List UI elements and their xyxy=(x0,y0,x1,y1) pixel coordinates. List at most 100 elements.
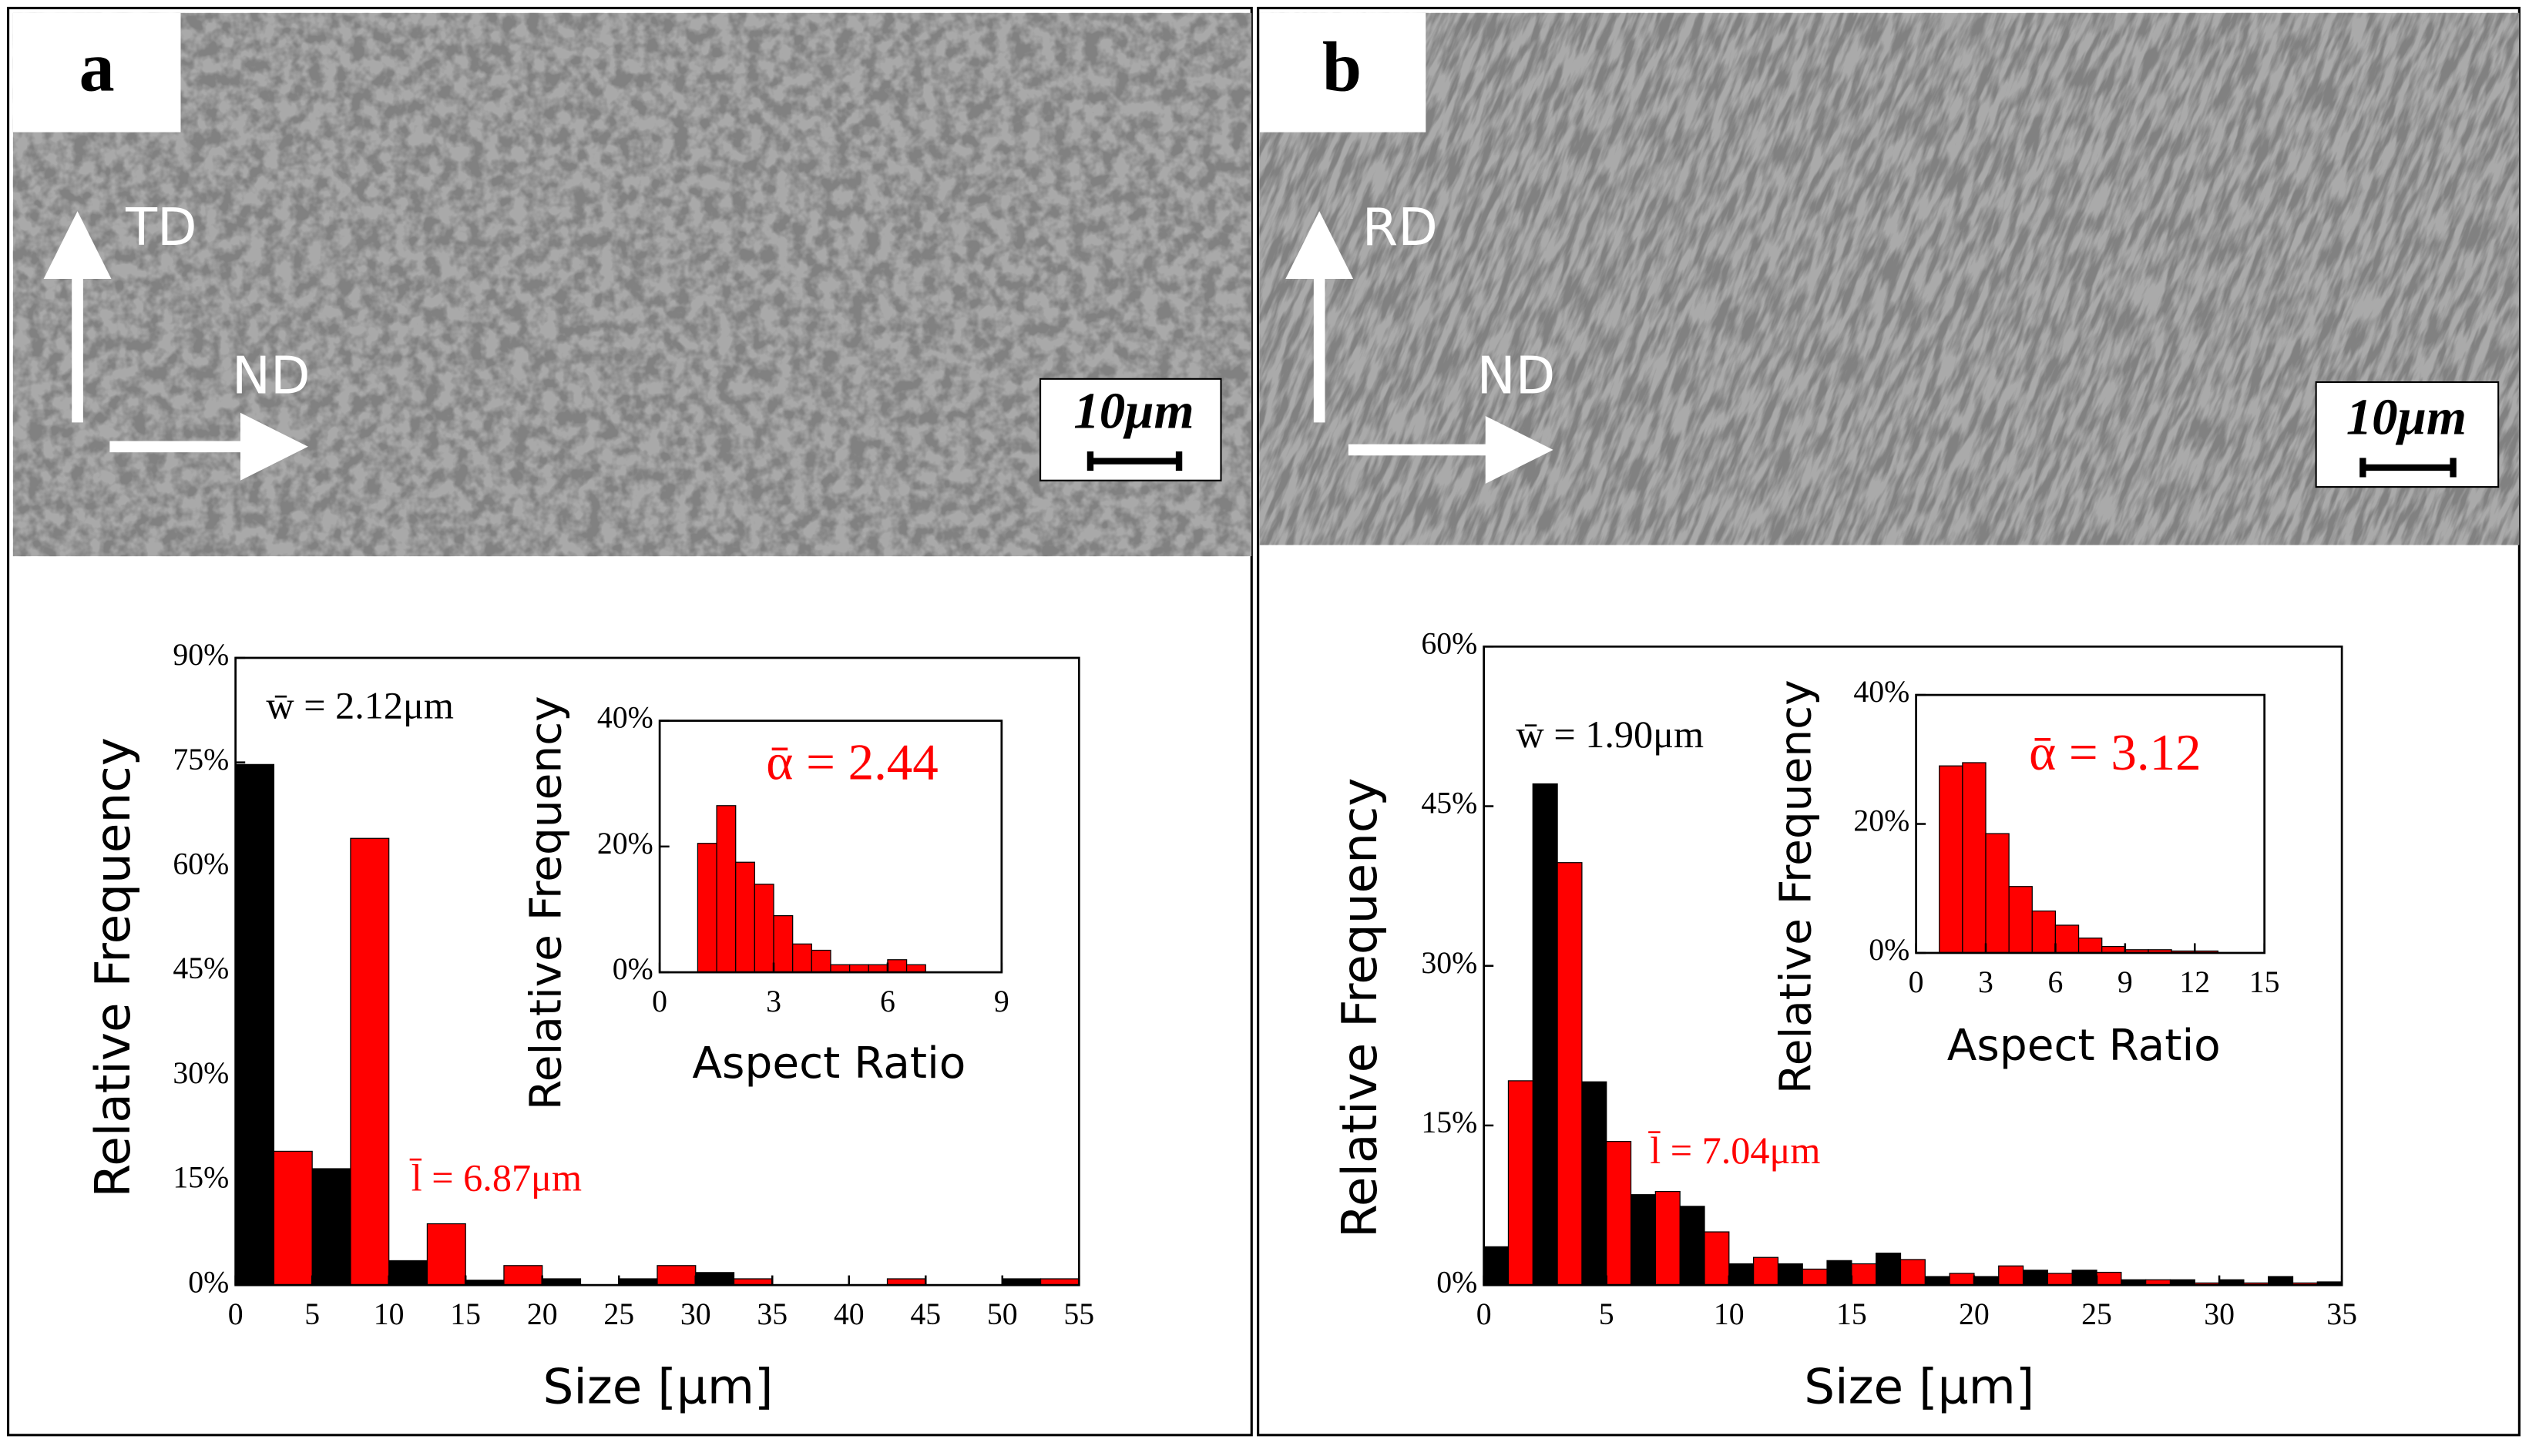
annotation: w̄ = 2.12μm xyxy=(266,683,454,726)
bar xyxy=(1557,862,1583,1286)
bar xyxy=(1876,1253,1902,1286)
y-tick-label: 0% xyxy=(613,952,653,986)
y-tick-label: 0% xyxy=(188,1265,229,1299)
x-tick-label: 3 xyxy=(1978,965,1993,999)
bar xyxy=(773,915,794,973)
bar xyxy=(830,964,851,973)
y-tick-label: 90% xyxy=(173,638,229,672)
bar xyxy=(2145,1279,2171,1286)
x-tick-label: 25 xyxy=(603,1297,634,1331)
micrograph xyxy=(1259,12,2520,545)
x-tick-label: 0 xyxy=(652,985,667,1018)
x-tick-label: 0 xyxy=(228,1297,243,1331)
bar xyxy=(1507,1080,1533,1286)
x-tick-label: 20 xyxy=(527,1297,558,1331)
x-tick-label: 9 xyxy=(2118,965,2133,999)
y-axis-label: Relative Frequency xyxy=(521,696,571,1110)
bar xyxy=(2268,1276,2294,1286)
bar xyxy=(2077,938,2103,953)
y-tick-label: 30% xyxy=(1421,946,1477,980)
x-tick-label: 45 xyxy=(910,1297,941,1331)
bar xyxy=(657,1265,697,1286)
x-axis-label: Size [μm] xyxy=(543,1358,774,1414)
direction-label: ND xyxy=(232,345,311,405)
bars xyxy=(1483,783,2343,1286)
bar xyxy=(273,1150,313,1286)
bar xyxy=(1851,1263,1877,1286)
panel-label: b xyxy=(1322,27,1362,106)
y-tick-label: 15% xyxy=(1421,1105,1477,1139)
x-tick-label: 30 xyxy=(680,1297,711,1331)
y-axis-label: Relative Frequency xyxy=(1771,679,1821,1094)
x-tick-label: 5 xyxy=(1599,1297,1614,1331)
x-axis-label: Aspect Ratio xyxy=(692,1038,966,1089)
scale-label: 10μm xyxy=(1073,382,1194,439)
x-tick-label: 6 xyxy=(880,985,895,1018)
bar xyxy=(311,1168,351,1286)
scale-bar xyxy=(1086,451,1183,471)
direction-label: RD xyxy=(1362,197,1438,257)
x-tick-label: 20 xyxy=(1959,1297,1990,1331)
bar xyxy=(1985,833,2010,953)
bar xyxy=(2008,886,2033,953)
bar xyxy=(1973,1276,2000,1286)
annotation: w̄ = 1.90μm xyxy=(1516,713,1704,756)
bar xyxy=(887,959,908,973)
y-tick-label: 60% xyxy=(1421,626,1477,660)
label-box xyxy=(12,12,181,133)
y-axis-label: Relative Frequency xyxy=(1332,777,1388,1237)
bar xyxy=(1606,1141,1632,1286)
x-tick-label: 35 xyxy=(2326,1297,2357,1331)
scale-label: 10μm xyxy=(2346,389,2467,446)
x-tick-label: 0 xyxy=(1909,965,1924,999)
x-tick-label: 15 xyxy=(2249,965,2280,999)
x-tick-label: 3 xyxy=(766,985,781,1018)
annotation: ᾱ = 2.44 xyxy=(766,734,939,791)
bar xyxy=(235,763,275,1286)
panel-frame xyxy=(1257,6,2521,1437)
bar xyxy=(426,1223,466,1286)
bar xyxy=(1752,1256,1779,1286)
bar xyxy=(1802,1268,1828,1286)
x-tick-label: 50 xyxy=(987,1297,1018,1331)
bar xyxy=(1581,1081,1607,1286)
bar xyxy=(1777,1263,1803,1286)
y-tick-label: 30% xyxy=(173,1056,229,1090)
x-tick-label: 55 xyxy=(1063,1297,1094,1331)
bar xyxy=(735,861,756,973)
bar xyxy=(1924,1276,1950,1286)
y-tick-label: 45% xyxy=(1421,787,1477,820)
bar xyxy=(2054,924,2080,953)
bar xyxy=(716,805,737,973)
bar xyxy=(1939,765,1963,953)
bar xyxy=(1962,762,1987,953)
x-tick-label: 6 xyxy=(2047,965,2063,999)
bar xyxy=(2022,1270,2049,1286)
bar xyxy=(2031,910,2057,953)
x-tick-label: 25 xyxy=(2081,1297,2112,1331)
x-tick-label: 12 xyxy=(2179,965,2210,999)
annotation: l̄ = 6.87μm xyxy=(409,1156,582,1199)
bar xyxy=(695,1272,735,1286)
x-tick-label: 15 xyxy=(1836,1297,1867,1331)
label-box xyxy=(1259,12,1426,133)
bar xyxy=(848,964,869,973)
bars xyxy=(1939,762,2219,953)
x-axis-label: Aspect Ratio xyxy=(1947,1021,2221,1071)
bar xyxy=(792,943,812,973)
y-tick-label: 40% xyxy=(597,701,653,735)
x-tick-label: 35 xyxy=(757,1297,788,1331)
y-tick-label: 40% xyxy=(1853,675,1909,709)
bar xyxy=(1532,783,1558,1286)
bar xyxy=(697,843,717,973)
bar xyxy=(1949,1273,1975,1286)
x-tick-label: 10 xyxy=(1714,1297,1745,1331)
annotation: ᾱ = 3.12 xyxy=(2029,724,2202,781)
bars xyxy=(697,805,926,973)
annotation: l̄ = 7.04μm xyxy=(1648,1129,1821,1172)
bar xyxy=(2047,1273,2073,1286)
y-tick-label: 20% xyxy=(597,827,653,861)
x-axis-label: Size [μm] xyxy=(1804,1358,2034,1414)
